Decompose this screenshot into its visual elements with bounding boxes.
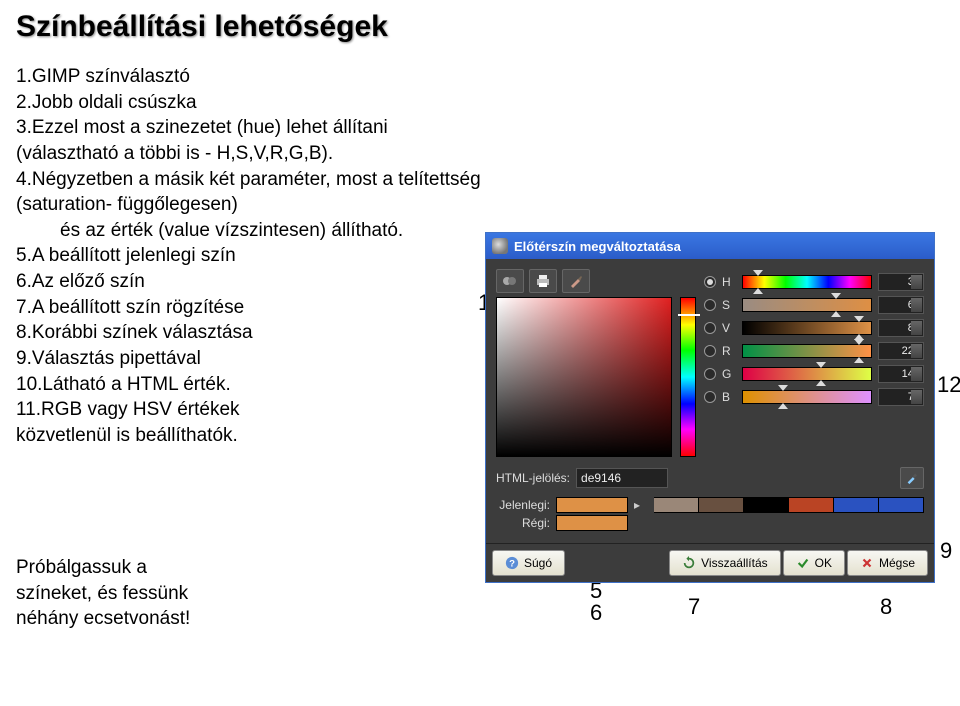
page-title: Színbeállítási lehetőségek: [16, 10, 944, 44]
channel-spin-r[interactable]: 222: [878, 342, 924, 360]
ok-label: OK: [815, 556, 832, 570]
radio-h[interactable]: [704, 276, 716, 288]
channel-label: H: [722, 275, 736, 289]
html-input[interactable]: de9146: [576, 468, 668, 488]
radio-v[interactable]: [704, 322, 716, 334]
history-swatch[interactable]: [879, 497, 924, 513]
radio-s[interactable]: [704, 299, 716, 311]
channel-slider-v[interactable]: [742, 321, 872, 335]
list-item: 2.Jobb oldali csúszka: [16, 90, 486, 116]
history-swatches: [654, 497, 924, 513]
ok-button[interactable]: OK: [783, 550, 845, 576]
help-label: Súgó: [524, 556, 552, 570]
gimp-picker-icon[interactable]: [496, 269, 524, 293]
svg-text:?: ?: [509, 559, 515, 570]
channel-spin-s[interactable]: 69: [878, 296, 924, 314]
channel-row-s: S 69: [704, 296, 924, 314]
history-swatch[interactable]: [699, 497, 744, 513]
list-item: 6.Az előző szín: [16, 269, 486, 295]
old-swatch[interactable]: [556, 515, 628, 531]
help-button[interactable]: ? Súgó: [492, 550, 565, 576]
history-swatch[interactable]: [744, 497, 789, 513]
channel-controls: H 30 S 69 V 87 R 222 G 145 B 70: [704, 269, 924, 411]
hint-line: néhány ecsetvonást!: [16, 606, 236, 632]
channel-label: V: [722, 321, 736, 335]
list-item: 7.A beállított szín rögzítése: [16, 295, 486, 321]
sv-picker[interactable]: [496, 297, 672, 457]
radio-r[interactable]: [704, 345, 716, 357]
dialog-title: Előtérszín megváltoztatása: [514, 239, 928, 254]
list-item: közvetlenül is beállíthatók.: [16, 423, 486, 449]
radio-g[interactable]: [704, 368, 716, 380]
radio-b[interactable]: [704, 391, 716, 403]
callout-9: 9: [940, 538, 952, 564]
cancel-button[interactable]: Mégse: [847, 550, 928, 576]
channel-slider-h[interactable]: [742, 275, 872, 289]
printer-icon[interactable]: [529, 269, 557, 293]
html-label: HTML-jelölés:: [496, 471, 570, 485]
channel-spin-v[interactable]: 87: [878, 319, 924, 337]
callout-6: 6: [590, 600, 602, 626]
current-swatch[interactable]: [556, 497, 628, 513]
channel-row-r: R 222: [704, 342, 924, 360]
hint-line: színeket, és fessünk: [16, 581, 236, 607]
history-swatch[interactable]: [654, 497, 699, 513]
list-item: 4.Négyzetben a másik két paraméter, most…: [16, 167, 486, 218]
callout-8: 8: [880, 594, 892, 620]
channel-row-h: H 30: [704, 273, 924, 291]
list-item: 9.Választás pipettával: [16, 346, 486, 372]
list-item: 8.Korábbi színek választása: [16, 320, 486, 346]
channel-spin-h[interactable]: 30: [878, 273, 924, 291]
hue-slider[interactable]: [680, 297, 696, 457]
old-label: Régi:: [496, 516, 550, 530]
color-dialog: Előtérszín megváltoztatása: [485, 232, 935, 583]
history-swatch[interactable]: [789, 497, 834, 513]
channel-spin-b[interactable]: 70: [878, 388, 924, 406]
reset-button[interactable]: Visszaállítás: [669, 550, 780, 576]
list-item: és az érték (value vízszintesen) állítha…: [60, 218, 486, 244]
channel-label: B: [722, 390, 736, 404]
titlebar[interactable]: Előtérszín megváltoztatása: [486, 233, 934, 259]
cancel-label: Mégse: [879, 556, 915, 570]
callout-7: 7: [688, 594, 700, 620]
channel-slider-r[interactable]: [742, 344, 872, 358]
channel-row-g: G 145: [704, 365, 924, 383]
list-item: 3.Ezzel most a szinezetet (hue) lehet ál…: [16, 115, 486, 166]
hint-text: Próbálgassuk a színeket, és fessünk néhá…: [16, 555, 236, 632]
hint-line: Próbálgassuk a: [16, 555, 236, 581]
current-label: Jelenlegi:: [496, 498, 550, 512]
channel-label: S: [722, 298, 736, 312]
channel-row-b: B 70: [704, 388, 924, 406]
gimp-icon: [492, 238, 508, 254]
reset-label: Visszaállítás: [701, 556, 767, 570]
history-swatch[interactable]: [834, 497, 879, 513]
channel-label: R: [722, 344, 736, 358]
list-item: 10.Látható a HTML érték.: [16, 372, 486, 398]
channel-spin-g[interactable]: 145: [878, 365, 924, 383]
channel-slider-g[interactable]: [742, 367, 872, 381]
callout-12: 12: [937, 372, 960, 398]
list-item: 1.GIMP színválasztó: [16, 64, 486, 90]
eyedropper-icon[interactable]: [900, 467, 924, 489]
channel-row-v: V 87: [704, 319, 924, 337]
channel-label: G: [722, 367, 736, 381]
channel-slider-s[interactable]: [742, 298, 872, 312]
list-item: 11.RGB vagy HSV értékek: [16, 397, 486, 423]
channel-slider-b[interactable]: [742, 390, 872, 404]
instruction-list: 1.GIMP színválasztó 2.Jobb oldali csúszk…: [16, 64, 486, 449]
brush-icon[interactable]: [562, 269, 590, 293]
list-item: 5.A beállított jelenlegi szín: [16, 243, 486, 269]
